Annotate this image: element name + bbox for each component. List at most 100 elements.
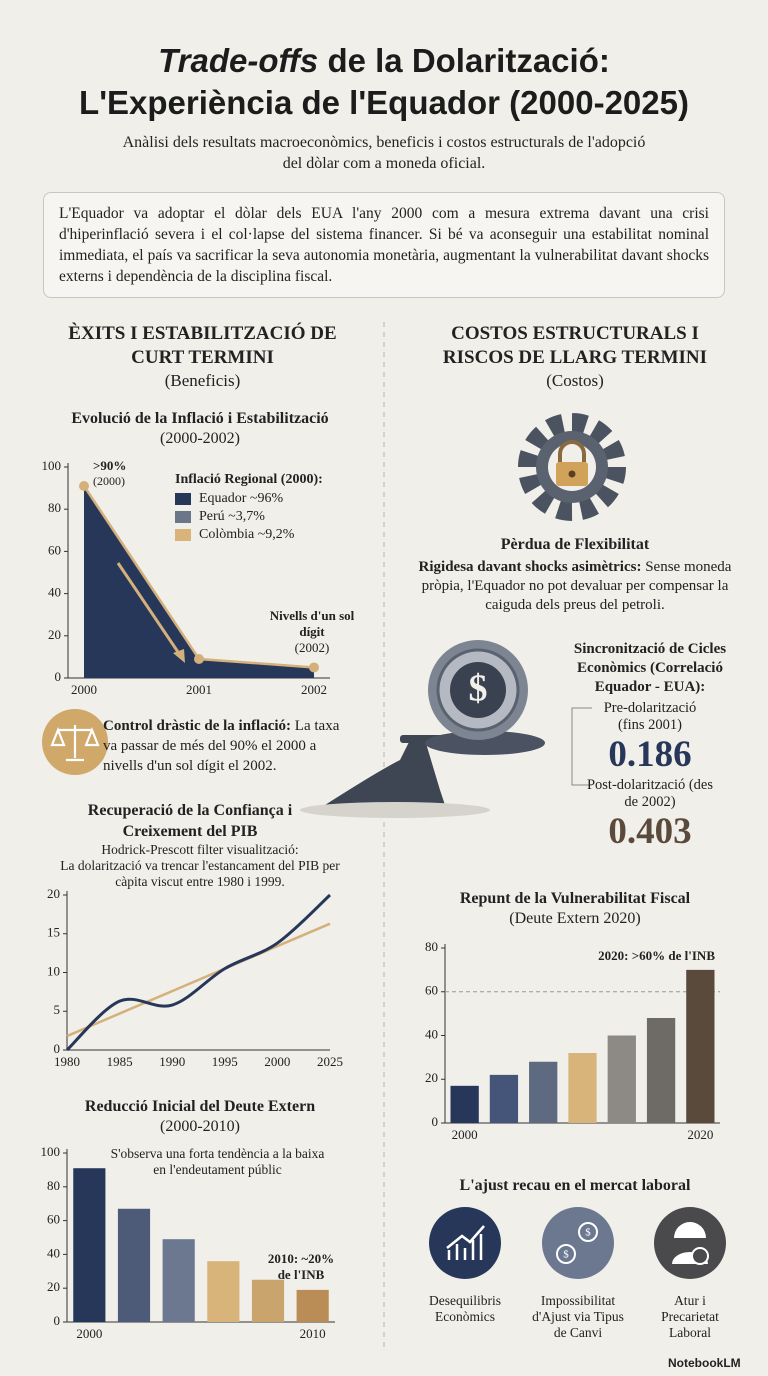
y-tick-label: 10	[47, 963, 60, 978]
arrow-head	[173, 649, 185, 663]
coin-scale-icon: $	[300, 640, 545, 818]
x-tick-label: 1990	[159, 1054, 185, 1069]
left-subheading: (Beneficis)	[164, 371, 241, 390]
footer: NotebookLM	[668, 1356, 741, 1370]
y-tick-label: 15	[47, 925, 60, 940]
chart-note: S'observa una forta tendència a la baixa…	[110, 1146, 325, 1178]
x-tick-label: 2000	[71, 682, 97, 697]
chart-note: La dolarització va trencar l'estancament…	[60, 858, 340, 889]
left-heading: ÈXITS I ESTABILITZACIÓ DE CURT TERMINI	[68, 323, 337, 368]
flex-body: Sense moneda pròpia, l'Equador no pot de…	[421, 559, 732, 613]
flex-label: Rigidesa davant shocks asimètrics:	[418, 559, 642, 575]
y-tick-label: 40	[47, 1245, 60, 1260]
bar	[568, 1053, 597, 1123]
annotation: (2000)	[93, 474, 125, 488]
line	[66, 922, 331, 1038]
flex-text: Rigidesa davant shocks asimètrics: Sense…	[415, 558, 735, 615]
labor-item: Atur i Precarietat Laboral	[661, 1293, 719, 1340]
bar	[450, 1085, 479, 1123]
legend-swatch	[175, 511, 191, 523]
chart-subtitle: (Deute Extern 2020)	[509, 910, 641, 927]
x-tick-label: 1980	[54, 1054, 80, 1069]
icon-glyph: $	[585, 1227, 591, 1239]
x-tick-label: 2010	[300, 1326, 326, 1341]
x-tick-label: 2025	[317, 1054, 343, 1069]
annotation: (2002)	[294, 640, 330, 655]
legend: Inflació Regional (2000): Equador ~96% Pe…	[175, 472, 323, 545]
x-tick-label: 1995	[212, 1054, 238, 1069]
labor-item: Impossibilitat d'Ajust via Tipus de Canv…	[532, 1293, 624, 1340]
y-tick-label: 80	[48, 500, 61, 515]
y-tick-label: 0	[54, 1041, 61, 1056]
bar	[686, 969, 715, 1123]
area	[84, 485, 314, 678]
sync-title: Sincronització de Cicles Econòmics (Corr…	[573, 641, 727, 695]
chart-subtitle: (2000-2002)	[160, 430, 240, 447]
y-tick-label: 0	[55, 669, 62, 684]
legend-swatch	[175, 493, 191, 505]
legend-title: Inflació Regional (2000):	[175, 472, 323, 487]
bar	[162, 1239, 195, 1322]
gear-icon	[518, 413, 626, 521]
bracket	[571, 707, 592, 786]
right-subheading: (Costos)	[546, 371, 604, 390]
x-tick-label: 2001	[186, 682, 212, 697]
y-tick-label: 60	[425, 983, 438, 998]
icon-glyph: $	[563, 1249, 569, 1261]
bar	[73, 1168, 106, 1322]
y-tick-label: 0	[54, 1313, 61, 1328]
title-line: L'Experiència de l'Equador (2000-2025)	[79, 84, 689, 121]
legend-label: Colòmbia ~9,2%	[199, 527, 295, 542]
title: Trade-offs de la Dolarització: L'Experiè…	[0, 40, 768, 124]
x-tick-label: 2000	[264, 1054, 290, 1069]
bar	[489, 1074, 519, 1123]
chart: 0 20 40 60 80 2000 2020	[425, 939, 720, 1142]
y-tick-label: 20	[47, 886, 60, 901]
chart-title: Evolució de la Inflació i Estabilització	[71, 410, 329, 427]
right-heading: COSTOS ESTRUCTURALS I RISCOS DE LLARG TE…	[442, 323, 708, 368]
sync-pre-value: 0.186	[608, 734, 692, 775]
bar	[207, 1261, 240, 1322]
chart-title: Reducció Inicial del Deute Extern	[84, 1098, 316, 1115]
x-tick-label: 1985	[107, 1054, 133, 1069]
title-italic: Trade-offs	[158, 42, 319, 79]
arrow	[116, 562, 182, 656]
sync-post-value: 0.403	[608, 811, 692, 852]
x-tick-label: 2020	[687, 1127, 713, 1142]
point	[309, 662, 319, 673]
scale-glyph	[50, 725, 100, 762]
x-tick-label: 2000	[76, 1326, 102, 1341]
point	[194, 654, 204, 665]
labor-item: Desequilibris Econòmics	[429, 1293, 501, 1324]
legend-item: Colòmbia ~9,2%	[175, 527, 323, 543]
chart: 0 5 10 15 20 1980 1985 1990 1995 2000 2025	[47, 886, 343, 1069]
callout: Control dràstic de la inflació: La taxa …	[103, 716, 348, 776]
y-tick-label: 40	[425, 1026, 438, 1041]
y-tick-label: 60	[47, 1212, 60, 1227]
bar	[117, 1208, 151, 1322]
sync-pre-label: Pre-dolarització (fins 2001)	[603, 700, 697, 733]
chart-title: Repunt de la Vulnerabilitat Fiscal	[459, 890, 691, 907]
y-tick-label: 5	[54, 1002, 61, 1017]
x-tick-label: 2002	[301, 682, 327, 697]
intro-box: L'Equador va adoptar el dòlar dels EUA l…	[43, 192, 725, 298]
subtitle: Anàlisi dels resultats macroeconòmics, b…	[122, 134, 646, 172]
line	[65, 893, 332, 1052]
legend-label: Equador ~96%	[199, 491, 284, 506]
annotation: 2010: ~20% de l'INB	[267, 1251, 335, 1282]
bar	[251, 1279, 285, 1322]
dollar-sign: $	[469, 668, 488, 710]
legend-swatch	[175, 529, 191, 541]
bar	[646, 1018, 676, 1123]
chart: 0 20 40 60 80 100 2000 2001 2002	[42, 458, 330, 697]
annotation: 2020: >60% de l'INB	[598, 948, 715, 963]
labor-icons: $ $	[429, 1207, 726, 1279]
bar	[529, 1061, 558, 1123]
y-tick-label: 60	[48, 542, 61, 557]
legend-item: Equador ~96%	[175, 491, 323, 507]
chart: 0 20 40 60 80 100 2000 2010	[41, 1144, 335, 1341]
chart-subtitle: (2000-2010)	[160, 1118, 240, 1135]
